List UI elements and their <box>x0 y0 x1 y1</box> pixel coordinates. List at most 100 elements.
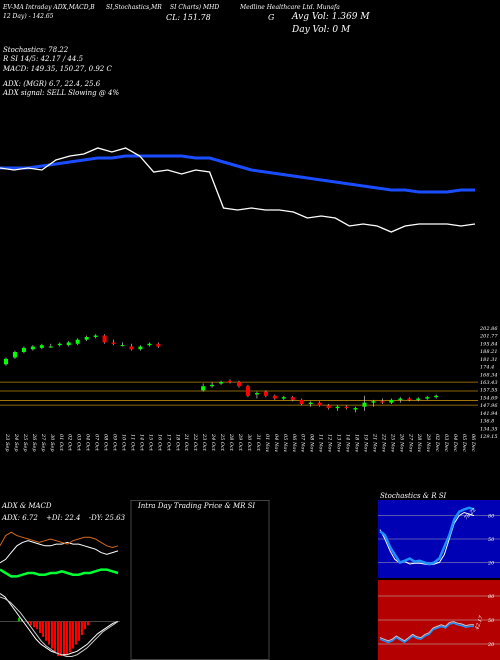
date-label: 25 Oct <box>219 433 225 452</box>
date-label: 22 Oct <box>192 433 198 452</box>
candle-body <box>299 399 304 404</box>
date-label: 21 Oct <box>183 433 189 452</box>
date-label: 06 Nov <box>291 434 297 452</box>
candle-body <box>111 342 116 344</box>
stochastics-tick-label: 80 <box>488 514 495 520</box>
date-label: 08 Nov <box>309 434 315 452</box>
date-label: 27 Sep <box>40 433 46 452</box>
price-tick-label: 136.8 <box>480 419 494 425</box>
candle-body <box>138 346 143 350</box>
date-label: 25 Sep <box>22 433 28 452</box>
price-tick-label: 195.84 <box>480 341 498 347</box>
candle-body <box>263 391 268 396</box>
stochastics-panel-title: Stochastics & R SI <box>380 492 447 500</box>
date-label: 18 Oct <box>174 434 180 452</box>
intraday-chart <box>130 500 270 660</box>
adx-label: ADX: 6.72 <box>2 514 38 522</box>
adx-line <box>0 568 119 578</box>
rsi-tick-label: 20 <box>487 642 495 648</box>
rsi-tick-label: 50 <box>488 618 495 624</box>
ma-line <box>0 154 475 194</box>
stochastics-rsi-panel: Stochastics & R SI 80 50 20 78.22 80 50 20 42.… <box>378 492 500 660</box>
info-adx-signal: ADX signal: SELL Slowing @ 4% <box>3 89 120 97</box>
price-tick-label: 168.34 <box>480 372 498 378</box>
candle-body <box>93 335 98 337</box>
stochastics-tick-label: 50 <box>488 537 495 543</box>
date-label: 12 Nov <box>327 434 333 452</box>
date-label: 16 Oct <box>156 434 162 452</box>
macd-chart <box>0 593 120 657</box>
candle-body <box>335 406 340 409</box>
macd-hist-bar <box>33 621 35 628</box>
date-label: 24 Oct <box>210 433 216 452</box>
date-label: 28 Oct <box>228 433 234 452</box>
header-cl: CL: 151.78 <box>166 13 211 22</box>
adx-panel-title: ADX & MACD <box>2 502 52 510</box>
price-tick-label: 129.15 <box>480 434 498 440</box>
candle-body <box>219 382 224 384</box>
candle-body <box>66 342 71 346</box>
candle-body <box>281 397 286 399</box>
rsi-line <box>379 622 474 644</box>
date-label: 29 Oct <box>237 433 243 452</box>
info-stochastics: Stochastics: 78.22 <box>3 46 69 54</box>
date-label: 04 Oct <box>85 434 91 452</box>
header-g: G <box>268 13 275 22</box>
date-label: 22 Nov <box>380 433 386 452</box>
date-label: 30 Sep <box>49 434 55 452</box>
di-plus-label: +DI: 22.4 <box>46 514 81 522</box>
candle-body <box>389 399 394 403</box>
date-label: 03 Dec <box>443 434 449 452</box>
candle-body <box>75 339 80 344</box>
date-label: 05 Dec <box>461 434 467 452</box>
price-tick-label: 202.86 <box>479 326 498 332</box>
date-label: 11 Nov <box>318 434 324 452</box>
candle-body <box>371 401 376 403</box>
signal-line <box>0 596 119 657</box>
candle-body <box>57 343 62 346</box>
date-label: 15 Oct <box>147 434 153 452</box>
candle-body <box>129 346 134 350</box>
candle-body <box>21 347 26 352</box>
header-title: Medline Healthcare Ltd. Munafa <box>240 4 340 11</box>
date-label: 02 Dec <box>434 434 440 452</box>
macd-hist-bar <box>51 621 53 649</box>
candle-body <box>102 335 107 343</box>
price-tick-label: 201.77 <box>479 334 498 340</box>
macd-hist-bar <box>69 621 71 653</box>
price-tick-label: 157.55 <box>480 388 498 394</box>
macd-hist-bar <box>39 621 41 634</box>
macd-hist-bar <box>78 621 80 641</box>
intraday-panel-title: Intra Day Trading Price & MR SI <box>138 502 256 510</box>
candle-body <box>237 382 241 387</box>
stochastics-tick-label: 20 <box>487 560 495 566</box>
rsi-chart: 80 50 20 42.17 <box>378 580 500 660</box>
date-label: 04 Dec <box>452 434 458 452</box>
rsi-value-label: 42.17 <box>474 614 485 631</box>
date-label: 01 Oct <box>58 434 64 452</box>
candle-body <box>317 402 322 406</box>
date-label: 04 Nov <box>273 434 279 452</box>
adx-macd-panel: ADX & MACD ADX: 6.72 +DI: 22.4 -DY: 25.6… <box>0 500 125 660</box>
candle-body <box>39 345 44 348</box>
candle-body <box>228 380 233 383</box>
date-label: 09 Oct <box>112 434 118 452</box>
candle-body <box>425 397 430 399</box>
price-ma-chart <box>0 147 476 233</box>
candle-body <box>245 386 250 396</box>
di-minus-label: -DY: 25.63 <box>88 514 126 522</box>
macd-hist-bar <box>54 621 56 653</box>
candle-body <box>416 398 421 400</box>
date-label: 21 Nov <box>371 433 377 452</box>
candle-body <box>30 346 35 350</box>
price-tick-label: 163.43 <box>480 380 498 386</box>
date-label: 23 Sep <box>4 433 10 452</box>
date-label: 08 Oct <box>103 434 109 452</box>
candle-body <box>353 408 358 410</box>
header-day-vol: Day Vol: 0 M <box>292 25 351 35</box>
date-label: 14 Nov <box>345 434 351 452</box>
candle-body <box>254 393 259 395</box>
date-label: 17 Oct <box>165 434 171 452</box>
date-label: 19 Nov <box>362 434 368 452</box>
